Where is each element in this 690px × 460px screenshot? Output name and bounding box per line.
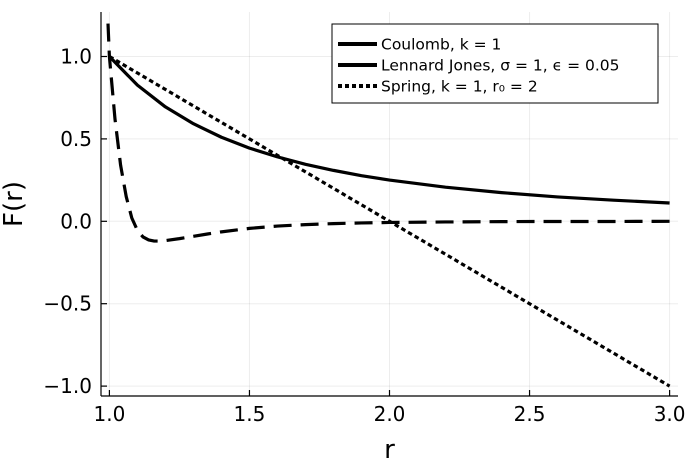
x-tick-label: 3.0 bbox=[654, 402, 686, 426]
x-tick-label: 1.5 bbox=[234, 402, 266, 426]
legend-label: Coulomb, k = 1 bbox=[381, 36, 501, 54]
x-tick-label: 1.0 bbox=[93, 402, 125, 426]
legend-label: Lennard Jones, σ = 1, ϵ = 0.05 bbox=[381, 57, 620, 75]
y-axis-title: F(r) bbox=[0, 181, 29, 227]
legend-label: Spring, k = 1, r₀ = 2 bbox=[381, 78, 538, 96]
legend-box bbox=[331, 23, 659, 104]
series-line-1 bbox=[108, 55, 670, 205]
x-axis-ticks: 1.0 1.5 2.0 2.5 3.0 bbox=[93, 390, 686, 426]
series-line-3 bbox=[108, 55, 671, 388]
series-layer bbox=[106, 23, 671, 388]
y-tick-label: −0.5 bbox=[43, 292, 92, 316]
x-axis-title: r bbox=[384, 435, 395, 460]
legend: Coulomb, k = 1 Lennard Jones, σ = 1, ϵ = … bbox=[331, 23, 659, 104]
y-tick-label: 0.0 bbox=[60, 209, 92, 233]
y-tick-label: −1.0 bbox=[43, 374, 92, 398]
y-tick-label: 0.5 bbox=[60, 127, 92, 151]
series-line-2 bbox=[106, 23, 670, 243]
x-tick-label: 2.5 bbox=[514, 402, 546, 426]
y-tick-label: 1.0 bbox=[60, 44, 92, 68]
y-axis-ticks: −1.0 −0.5 0.0 0.5 1.0 bbox=[43, 44, 107, 398]
x-tick-label: 2.0 bbox=[374, 402, 406, 426]
